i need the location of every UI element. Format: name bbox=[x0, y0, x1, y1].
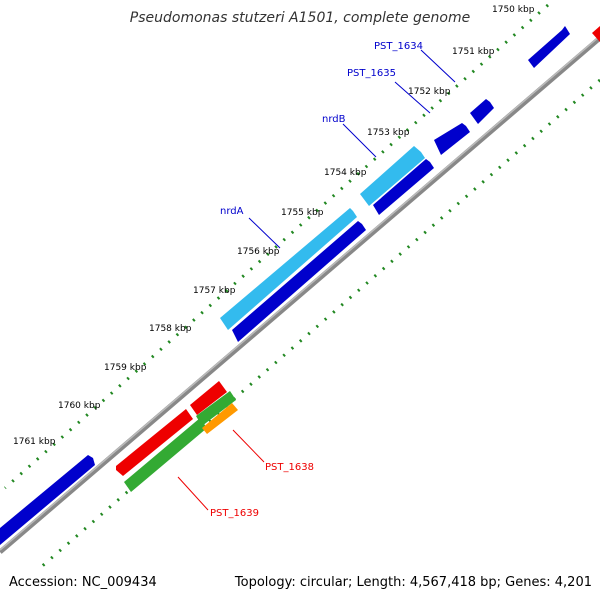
label-pst1638: PST_1638 bbox=[265, 462, 314, 473]
tick-label: 1755 kbp bbox=[281, 208, 324, 218]
label-pst1635: PST_1635 bbox=[347, 68, 396, 79]
tick-labels: 1750 kbp 1751 kbp 1752 kbp 1753 kbp 1754… bbox=[13, 5, 535, 447]
gene-pst1635-arrow[interactable] bbox=[470, 99, 494, 124]
tick-label: 1759 kbp bbox=[104, 363, 147, 373]
gene-labels: PST_1634 PST_1635 nrdB nrdA PST_1638 PST… bbox=[177, 41, 456, 519]
tick-label: 1757 kbp bbox=[193, 286, 236, 296]
label-nrdb: nrdB bbox=[322, 114, 346, 125]
label-pst1639: PST_1639 bbox=[210, 508, 259, 519]
map-title: Pseudomonas stutzeri A1501, complete gen… bbox=[130, 10, 470, 26]
gene-nrdb-lower-arrow[interactable] bbox=[373, 159, 434, 215]
tick-label: 1761 kbp bbox=[13, 437, 56, 447]
gene-pst1639[interactable] bbox=[116, 409, 193, 476]
reverse-strand-genes bbox=[116, 26, 600, 476]
leader-pst1634 bbox=[420, 49, 456, 83]
gene-pst1638[interactable] bbox=[190, 381, 227, 415]
accession-text: Accession: NC_009434 bbox=[9, 575, 157, 590]
forward-strand-genes bbox=[0, 26, 570, 545]
feature-orange[interactable] bbox=[202, 403, 238, 434]
feature-green-upper[interactable] bbox=[196, 391, 236, 426]
leader-pst1635 bbox=[394, 81, 431, 114]
genome-backbone-highlight bbox=[0, 35, 600, 551]
gene-pst1634-arrow[interactable] bbox=[528, 26, 570, 68]
tick-label: 1751 kbp bbox=[452, 47, 495, 57]
leader-pst1638 bbox=[232, 429, 265, 463]
tick-label: 1758 kbp bbox=[149, 324, 192, 334]
feature-green-lower[interactable] bbox=[124, 418, 207, 492]
tick-label: 1753 kbp bbox=[367, 128, 410, 138]
gene-nrdb[interactable] bbox=[360, 146, 425, 206]
tick-label: 1756 kbp bbox=[237, 247, 280, 257]
gene-nrda[interactable] bbox=[220, 208, 357, 330]
inner-tick-ring bbox=[39, 78, 600, 570]
other-features bbox=[124, 391, 238, 492]
tick-label: 1754 kbp bbox=[324, 168, 367, 178]
tick-label: 1750 kbp bbox=[492, 5, 535, 15]
leader-pst1639 bbox=[177, 476, 209, 511]
gene-right-edge-red[interactable] bbox=[592, 26, 600, 42]
leader-nrdb bbox=[342, 123, 377, 158]
genome-backbone bbox=[0, 36, 600, 554]
genome-summary-text: Topology: circular; Length: 4,567,418 bp… bbox=[234, 575, 592, 590]
tick-label: 1760 kbp bbox=[58, 401, 101, 411]
leader-nrda bbox=[248, 217, 281, 249]
label-pst1634: PST_1634 bbox=[374, 41, 423, 52]
tick-label: 1752 kbp bbox=[408, 87, 451, 97]
outer-tick-ring bbox=[4, 3, 549, 490]
gene-nrdb-partner-arrow[interactable] bbox=[434, 123, 470, 155]
gene-left-arrow[interactable] bbox=[0, 455, 95, 545]
label-nrda: nrdA bbox=[220, 206, 244, 217]
gene-nrda-lower-arrow[interactable] bbox=[232, 221, 366, 342]
cyan-genes bbox=[220, 146, 425, 330]
